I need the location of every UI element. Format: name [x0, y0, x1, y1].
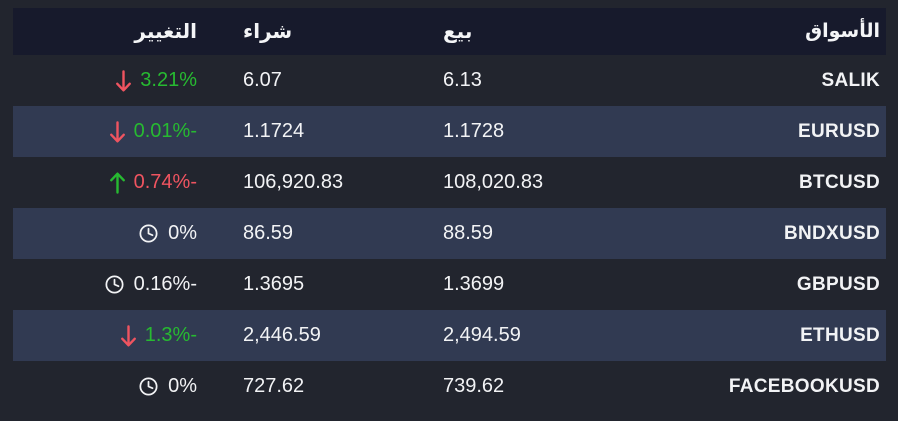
- clock-icon: [138, 223, 159, 244]
- table-row[interactable]: SALIK 6.13 6.07 3.21%: [13, 55, 886, 106]
- sell-price: 2,494.59: [443, 324, 521, 346]
- markets-table: الأسواق بيع شراء التغيير SALIK 6.13 6.07…: [13, 8, 886, 412]
- change-cell: 0%: [13, 222, 223, 245]
- buy-price: 1.3695: [243, 273, 305, 295]
- arrow-up-icon: [109, 172, 125, 194]
- buy-price: 727.62: [243, 375, 305, 397]
- header-markets: الأسواق: [805, 21, 880, 42]
- change-value: 3.21%: [140, 69, 197, 91]
- sell-price: 88.59: [443, 222, 494, 244]
- change-value: 0.16%-: [133, 273, 197, 295]
- clock-icon: [104, 274, 125, 295]
- table-header: الأسواق بيع شراء التغيير: [13, 8, 886, 55]
- header-sell: بيع: [443, 21, 473, 43]
- market-name: ETHUSD: [800, 324, 880, 346]
- change-value: 0%: [168, 375, 197, 397]
- market-name: SALIK: [821, 69, 880, 91]
- table-row[interactable]: BNDXUSD 88.59 86.59 0%: [13, 208, 886, 259]
- buy-price: 86.59: [243, 222, 294, 244]
- change-cell: 0.16%-: [13, 273, 223, 296]
- change-value: 0.74%-: [133, 171, 197, 193]
- sell-price: 6.13: [443, 69, 482, 91]
- buy-price: 1.1724: [243, 120, 305, 142]
- change-value: 0.01%-: [133, 120, 197, 142]
- sell-price: 739.62: [443, 375, 505, 397]
- market-name: BNDXUSD: [783, 222, 880, 244]
- change-cell: 0.74%-: [13, 171, 223, 194]
- change-value: 1.3%-: [144, 324, 197, 346]
- header-change: التغيير: [134, 21, 197, 43]
- sell-price: 1.3699: [443, 273, 505, 295]
- market-name: EURUSD: [797, 120, 880, 142]
- clock-icon: [138, 376, 159, 397]
- change-cell: 0%: [13, 375, 223, 398]
- sell-price: 108,020.83: [443, 171, 544, 193]
- table-body: SALIK 6.13 6.07 3.21% EURUSD 1.1: [13, 55, 886, 412]
- market-name: GBPUSD: [796, 273, 880, 295]
- market-name: BTCUSD: [799, 171, 880, 193]
- table-row[interactable]: GBPUSD 1.3699 1.3695 0.16%-: [13, 259, 886, 310]
- arrow-down-icon: [109, 120, 125, 143]
- change-value: 0%: [168, 222, 197, 244]
- table-row[interactable]: ETHUSD 2,494.59 2,446.59 1.3%-: [13, 310, 886, 361]
- buy-price: 106,920.83: [243, 171, 344, 193]
- market-name: FACEBOOKUSD: [728, 375, 880, 397]
- change-cell: 1.3%-: [13, 324, 223, 347]
- sell-price: 1.1728: [443, 120, 505, 142]
- buy-price: 6.07: [243, 69, 282, 91]
- buy-price: 2,446.59: [243, 324, 321, 346]
- table-row[interactable]: BTCUSD 108,020.83 106,920.83 0.74%-: [13, 157, 886, 208]
- arrow-down-icon: [120, 324, 136, 347]
- change-cell: 0.01%-: [13, 120, 223, 143]
- change-cell: 3.21%: [13, 69, 223, 92]
- header-buy: شراء: [243, 21, 293, 43]
- arrow-down-icon: [116, 69, 132, 92]
- table-row[interactable]: FACEBOOKUSD 739.62 727.62 0%: [13, 361, 886, 412]
- table-row[interactable]: EURUSD 1.1728 1.1724 0.01%-: [13, 106, 886, 157]
